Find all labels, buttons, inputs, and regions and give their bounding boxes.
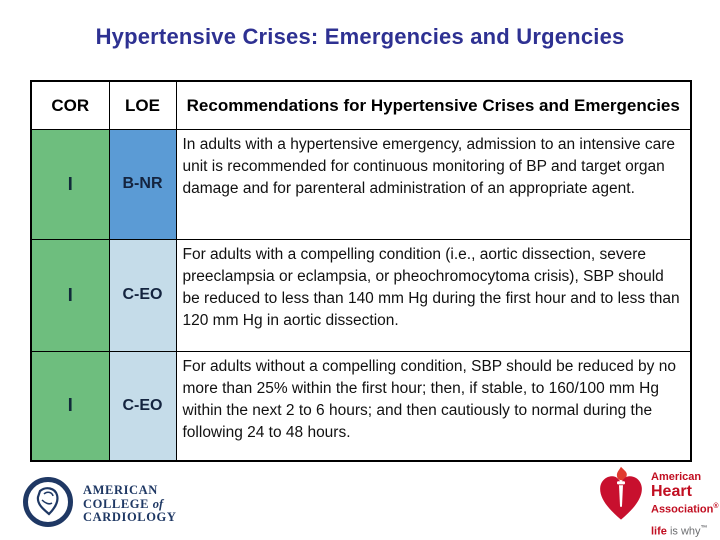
recommendations-column-header: Recommendations for Hypertensive Crises … [175,80,692,130]
aha-line3: Association® [651,503,719,516]
table-row: I C-EO For adults without a compelling c… [30,350,692,462]
slide-title: Hypertensive Crises: Emergencies and Urg… [95,24,625,49]
cor-cell: I [30,128,110,240]
aha-heart-torch-icon [597,465,645,528]
loe-cell: C-EO [108,350,177,462]
recommendation-text: For adults without a compelling conditio… [175,350,692,462]
table-row: I B-NR In adults with a hypertensive eme… [30,128,692,240]
trademark-mark: ™ [700,524,708,532]
aha-line2: Heart [651,483,692,500]
recommendation-text: In adults with a hypertensive emergency,… [175,128,692,240]
aha-tagline: life is why™ [651,524,708,538]
loe-column-header: LOE [108,80,177,130]
aha-line1: American [651,471,702,483]
cor-cell: I [30,350,110,462]
acc-line1: AMERICAN [83,483,158,498]
recommendation-text: For adults with a compelling condition (… [175,238,692,352]
acc-line3: CARDIOLOGY [83,510,177,525]
recommendations-table: COR LOE Recommendations for Hypertensive… [30,80,692,462]
acc-emblem-icon [22,476,74,533]
cor-column-header: COR [30,80,110,130]
registered-mark: ® [713,503,719,510]
acc-line2: COLLEGE of [83,496,164,511]
aha-logo: American Heart Association® life is why™ [597,465,719,538]
acc-logo: AMERICAN COLLEGE of CARDIOLOGY [22,476,177,533]
aha-logo-text: American Heart Association® life is why™ [651,471,719,538]
table-row: I C-EO For adults with a compelling cond… [30,238,692,352]
acc-logo-text: AMERICAN COLLEGE of CARDIOLOGY [83,484,177,525]
cor-cell: I [30,238,110,352]
loe-cell: B-NR [108,128,177,240]
loe-cell: C-EO [108,238,177,352]
table-header-row: COR LOE Recommendations for Hypertensive… [30,80,692,130]
